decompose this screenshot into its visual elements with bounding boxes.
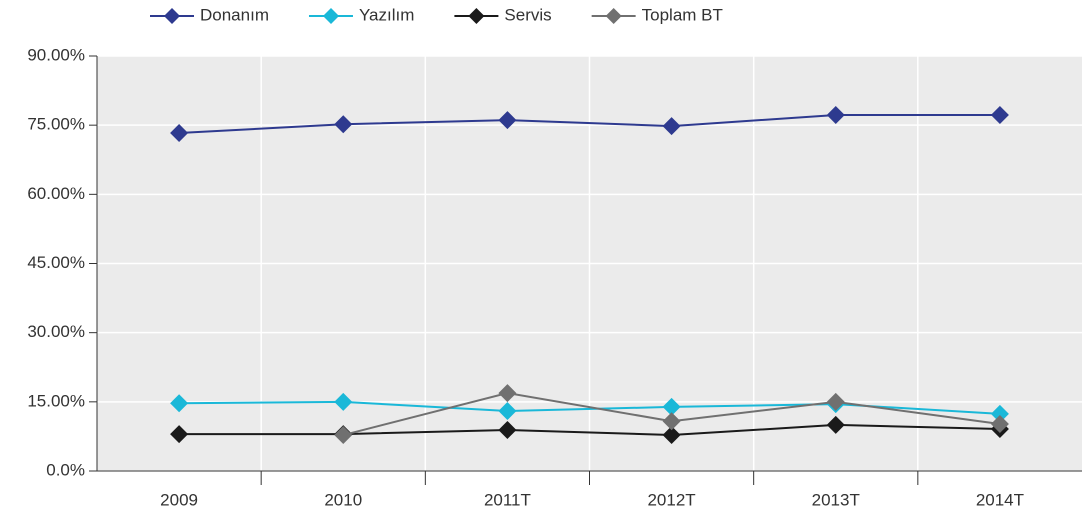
series-marker	[498, 402, 517, 421]
y-tick-label: 60.00%	[27, 184, 85, 203]
series-marker	[826, 392, 845, 411]
legend-label: Toplam BT	[642, 5, 723, 24]
x-tick-label: 2012T	[647, 490, 695, 509]
x-tick-label: 2014T	[976, 490, 1024, 509]
series-marker	[498, 420, 517, 439]
series-marker	[170, 394, 189, 413]
legend-marker	[322, 8, 339, 24]
series-marker	[170, 425, 189, 444]
series-line	[179, 114, 1000, 135]
series-marker	[826, 106, 845, 125]
series-marker	[826, 415, 845, 434]
series-marker	[990, 106, 1009, 125]
y-tick-label: 30.00%	[27, 322, 85, 341]
legend-marker	[605, 8, 622, 24]
y-tick-label: 90.00%	[27, 45, 85, 64]
y-tick-label: 75.00%	[27, 115, 85, 134]
x-tick-label: 2011T	[484, 490, 531, 509]
series-marker	[170, 124, 189, 143]
legend-label: Yazılım	[359, 5, 414, 24]
y-tick-label: 45.00%	[27, 253, 85, 272]
y-tick-label: 15.00%	[27, 391, 85, 410]
x-tick-label: 2009	[160, 490, 198, 509]
legend-label: Donanım	[200, 5, 269, 24]
series-marker	[498, 384, 517, 403]
series-marker	[990, 414, 1009, 433]
legend-marker	[164, 8, 180, 24]
legend-label: Servis	[504, 5, 551, 24]
y-tick-label: 0.0%	[46, 460, 85, 479]
series-marker	[990, 404, 1009, 423]
series-marker	[334, 115, 353, 134]
series-line	[179, 423, 1000, 437]
series-marker	[334, 392, 353, 411]
legend-marker	[468, 8, 485, 24]
x-tick-label: 2013T	[812, 490, 860, 509]
series-marker	[662, 426, 681, 445]
series-marker	[662, 397, 681, 416]
series-marker	[334, 426, 353, 445]
series-marker	[662, 412, 681, 431]
series-marker	[662, 117, 681, 136]
x-tick-label: 2010	[324, 490, 362, 509]
series-marker	[498, 111, 517, 130]
